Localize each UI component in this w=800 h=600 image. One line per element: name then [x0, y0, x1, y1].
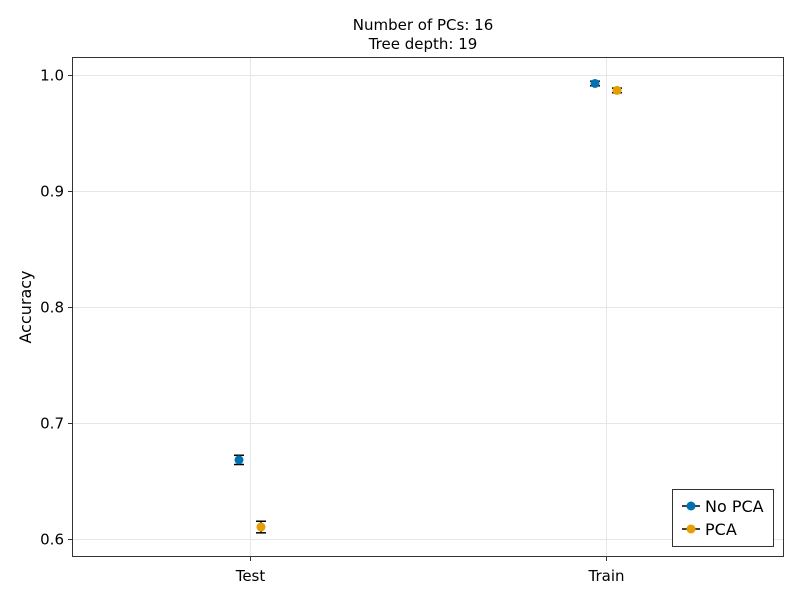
legend: No PCA PCA — [672, 489, 774, 547]
data-point — [234, 455, 244, 465]
plot-frame — [72, 57, 784, 557]
y-tick-label: 0.7 — [40, 415, 64, 433]
x-tick-label: Train — [588, 567, 625, 585]
chart-title-line-1: Number of PCs: 16 — [353, 16, 494, 34]
legend-frame — [672, 489, 774, 547]
legend-marker — [686, 524, 696, 534]
y-tick-label: 1.0 — [40, 67, 64, 85]
legend-marker — [686, 501, 696, 511]
axis-ticks: 0.6 0.7 0.8 0.9 1.0 Test Train — [40, 67, 624, 586]
y-tick-label: 0.6 — [40, 531, 64, 549]
data-point — [590, 78, 600, 88]
x-tick-label: Test — [235, 567, 266, 585]
data-point — [612, 85, 622, 95]
legend-label: No PCA — [705, 497, 764, 516]
data-point — [256, 522, 266, 532]
legend-label: PCA — [705, 520, 737, 539]
y-tick-label: 0.8 — [40, 299, 64, 317]
grid — [73, 58, 784, 556]
chart-title-line-2: Tree depth: 19 — [368, 35, 478, 53]
y-axis-label: Accuracy — [16, 270, 35, 343]
y-tick-label: 0.9 — [40, 183, 64, 201]
data-marks — [234, 78, 622, 534]
